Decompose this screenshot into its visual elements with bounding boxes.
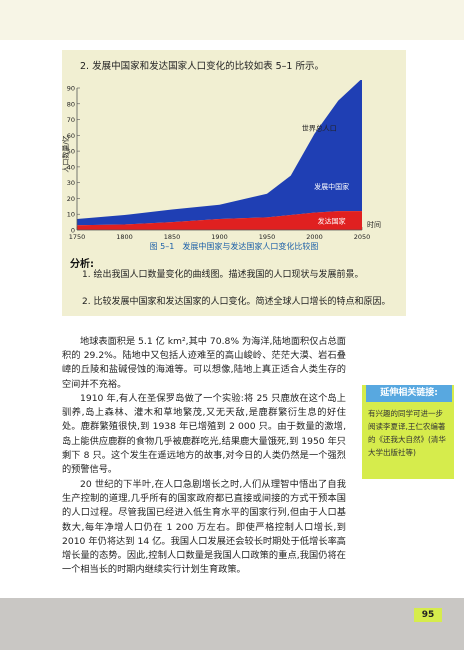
x-tick-label: 2000 (306, 233, 323, 240)
label-developed: 发达国家 (318, 217, 346, 226)
analysis-heading: 分析: (70, 259, 94, 270)
x-tick-label: 1900 (211, 233, 228, 240)
page-footer (0, 598, 464, 650)
y-tick-label: 40 (67, 163, 75, 171)
y-tick-label: 60 (67, 132, 75, 140)
y-tick-label: 10 (67, 211, 75, 219)
y-tick-label: 30 (67, 179, 75, 187)
top-band (0, 0, 464, 40)
paragraph-2: 1910 年,有人在圣保罗岛做了一个实验:将 25 只鹿放在这个岛上驯养,岛上森… (62, 393, 346, 476)
population-chart: 人口数量/亿 0 10 20 30 40 50 60 70 80 90 1750 1800 1850 1… (62, 80, 381, 240)
x-tick-label: 1750 (69, 233, 86, 240)
analysis-question-1: 1. 绘出我国人口数量变化的曲线图。描述我国的人口现状与发展前景。 (82, 270, 364, 280)
series-area-developed (77, 211, 362, 230)
x-tick-label: 1950 (259, 233, 276, 240)
page-number-tab (414, 608, 442, 622)
x-tick-label: 1850 (164, 233, 181, 240)
paragraph-1: 地球表面积是 5.1 亿 km²,其中 70.8% 为海洋,陆地面积仅占总面积的… (62, 336, 346, 390)
intro-line: 2. 发展中国家和发达国家人口变化的比较如表 5–1 所示。 (80, 61, 324, 72)
y-tick-label: 70 (67, 116, 75, 124)
extension-sidebar: 延伸相关链接: 有兴趣的同学可进一步阅读李夏译,王仁农编著的《还我大自然》(清华… (362, 385, 454, 479)
figure-caption: 图 5–1 发展中国家与发达国家人口变化比较图 (149, 242, 319, 251)
paragraph-3: 20 世纪的下半叶,在人口急剧增长之时,人们从理智中悟出了自我生产控制的道理,几… (62, 479, 346, 576)
series-area-developing (77, 80, 362, 226)
x-tick-label: 1800 (116, 233, 133, 240)
x-axis-label: 时间 (367, 220, 381, 229)
y-tick-label: 0 (71, 227, 75, 235)
y-tick-label: 90 (67, 85, 75, 93)
y-tick-label: 20 (67, 195, 75, 203)
label-developing: 发展中国家 (314, 182, 349, 191)
analysis-question-2: 2. 比较发展中国家和发达国家的人口变化。简述全球人口增长的特点和原因。 (82, 297, 391, 307)
y-tick-label: 50 (67, 148, 75, 156)
y-tick-label: 80 (67, 100, 75, 108)
y-axis-label: 人口数量/亿 (62, 135, 70, 172)
sidebar-title: 延伸相关链接: (366, 385, 452, 402)
x-tick-label: 2050 (354, 233, 371, 240)
label-world-total: 世界总人口 (302, 124, 337, 133)
sidebar-text: 有兴趣的同学可进一步阅读李夏译,王仁农编著的《还我大自然》(清华大学出版社等) (368, 409, 446, 457)
page-number: 95 (421, 610, 435, 620)
